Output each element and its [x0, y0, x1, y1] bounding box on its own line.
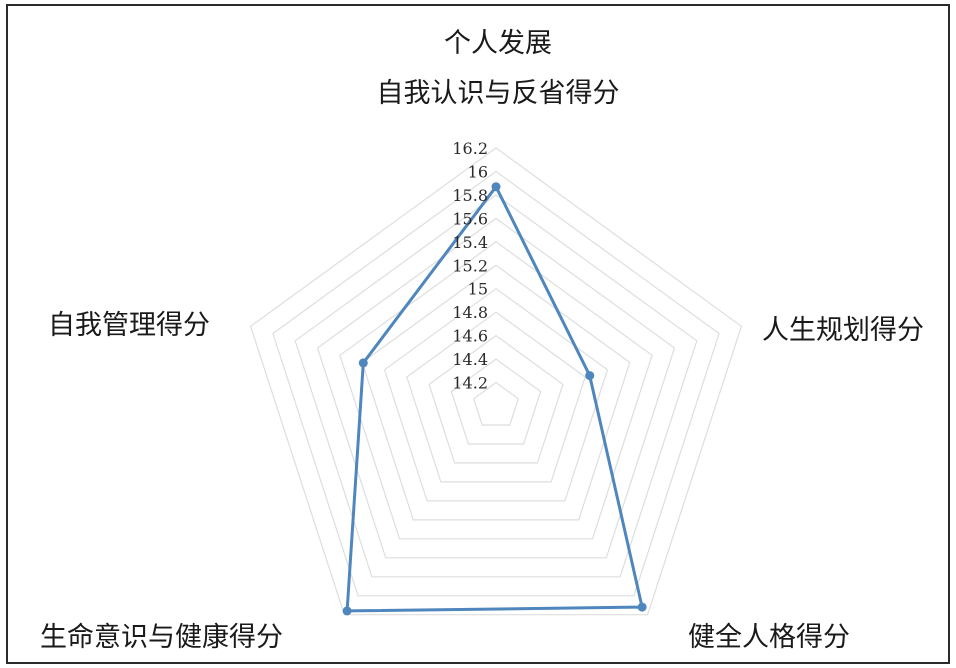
grid-ring-4 [383, 287, 609, 502]
tick-label-6: 15.4 [452, 233, 488, 252]
grid-ring-1 [450, 358, 542, 445]
radar-grid [249, 147, 743, 616]
axis-label-right: 人生规划得分 [762, 315, 924, 346]
radial-tick-labels: 14.2 14.4 14.6 14.8 15 15.2 15.4 15.6 15.8 16 16.2 [452, 139, 488, 393]
axis-label-top-line1: 个人发展 [444, 28, 552, 59]
tick-label-1: 14.4 [452, 350, 488, 369]
axis-label-left: 自我管理得分 [48, 310, 210, 341]
tick-label-8: 15.8 [452, 186, 488, 205]
data-point-0-4 [358, 358, 368, 368]
tick-label-2: 14.6 [452, 327, 488, 346]
axis-label-bottom-right: 健全人格得分 [688, 622, 850, 653]
data-point-0-1 [585, 371, 595, 381]
grid-ring-5 [361, 264, 631, 521]
tick-label-4: 15 [468, 280, 488, 299]
grid-ring-8 [294, 194, 698, 578]
grid-ring-2 [428, 334, 564, 464]
axis-label-group-0: 个人发展 自我认识与反省得分 [377, 28, 620, 109]
series-line-0 [345, 185, 644, 613]
axis-label-top-line2: 自我认识与反省得分 [377, 78, 620, 109]
grid-ring-9 [272, 170, 720, 597]
radar-series [342, 182, 647, 616]
grid-ring-6 [339, 241, 653, 540]
grid-ring-3 [406, 311, 586, 483]
grid-ring-0 [472, 381, 520, 426]
tick-label-10: 16.2 [452, 139, 488, 158]
chart-frame [6, 4, 950, 664]
tick-label-5: 15.2 [452, 256, 488, 275]
data-point-0-2 [637, 602, 647, 612]
tick-label-9: 16 [468, 163, 488, 182]
grid-ring-7 [316, 217, 676, 559]
tick-label-7: 15.6 [452, 209, 488, 228]
tick-label-3: 14.8 [452, 303, 488, 322]
axis-label-bottom-left: 生命意识与健康得分 [40, 622, 283, 653]
data-point-0-3 [342, 606, 352, 616]
tick-label-0: 14.2 [452, 374, 488, 393]
grid-ring-10 [249, 147, 743, 616]
data-point-0-0 [491, 182, 501, 192]
